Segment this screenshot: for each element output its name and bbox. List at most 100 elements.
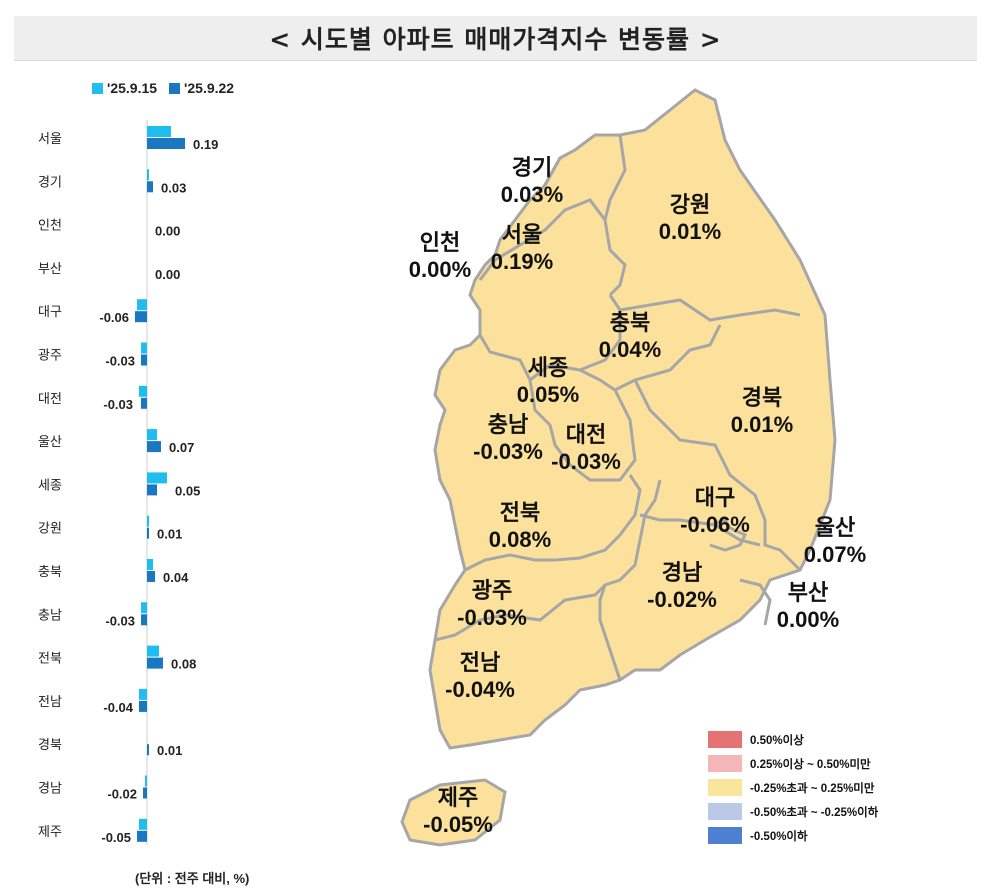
region-name: 충남 bbox=[488, 412, 528, 437]
category-label: 인천 bbox=[38, 218, 62, 233]
bar-series-2 bbox=[135, 311, 147, 323]
legend-swatch-series-2 bbox=[169, 82, 181, 94]
category-label: 충남 bbox=[38, 607, 62, 622]
bar-series-1 bbox=[147, 559, 153, 570]
region-value: 0.01% bbox=[731, 412, 793, 437]
province-borders bbox=[434, 134, 802, 681]
region-value: -0.03% bbox=[473, 439, 543, 464]
legend-label-series-1: '25.9.15 bbox=[107, 80, 158, 96]
category-label: 서울 bbox=[38, 131, 62, 146]
region-name: 광주 bbox=[472, 578, 512, 603]
map-labels: 경기0.03% 강원0.01%인천0.00%서울0.19%충북0.04%세종0.0… bbox=[409, 155, 866, 837]
bar-series-2 bbox=[141, 354, 147, 366]
unit-note: (단위 : 전주 대비, %) bbox=[135, 871, 250, 886]
bar-series-1 bbox=[139, 818, 147, 830]
category-label: 부산 bbox=[38, 261, 62, 276]
region-name: 전북 bbox=[500, 500, 540, 525]
region-value: -0.03% bbox=[457, 605, 527, 630]
legend-label-series-2: '25.9.22 bbox=[184, 80, 235, 96]
bar-series-2 bbox=[137, 830, 147, 842]
map-legend-swatch bbox=[708, 779, 742, 796]
data-label: -0.03 bbox=[105, 354, 135, 369]
bar-chart: 서울 0.19 경기 0.03 인천 0.00 부산 0.00 대구 -0.06 광주 -0.03 대전… bbox=[38, 120, 218, 845]
map-legend-item: -0.50%초과 ~ -0.25%이하 bbox=[708, 802, 878, 821]
region-name: 충북 bbox=[610, 310, 650, 335]
category-label: 세종 bbox=[38, 477, 62, 492]
region-name: 인천 bbox=[420, 230, 460, 255]
region-value: -0.05% bbox=[423, 812, 493, 837]
region-value: 0.05% bbox=[517, 382, 579, 407]
bar-series-1 bbox=[147, 126, 171, 137]
legend-item-series-2: '25.9.22 bbox=[169, 80, 234, 96]
region-name: 강원 bbox=[670, 192, 710, 217]
category-label: 대구 bbox=[38, 304, 62, 319]
bar-series-1 bbox=[147, 169, 149, 181]
region-value: 0.08% bbox=[489, 527, 551, 552]
bar-series-2 bbox=[147, 744, 149, 756]
korea-map: 경기0.03% 강원0.01%인천0.00%서울0.19%충북0.04%세종0.0… bbox=[400, 88, 866, 847]
data-label: 0.01 bbox=[157, 527, 182, 542]
category-label: 충북 bbox=[38, 564, 62, 579]
category-label: 경남 bbox=[38, 781, 62, 796]
map-legend-label: -0.50%초과 ~ -0.25%이하 bbox=[750, 806, 879, 819]
data-label: 0.19 bbox=[193, 137, 218, 152]
region-value: 0.07% bbox=[804, 542, 866, 567]
map-legend-swatch bbox=[708, 803, 742, 820]
region-name: 전남 bbox=[460, 650, 500, 675]
category-label: 울산 bbox=[38, 434, 62, 449]
data-label: 0.05 bbox=[175, 483, 200, 498]
region-value: 0.03% bbox=[501, 182, 563, 207]
map-shapes bbox=[400, 88, 837, 847]
map-legend-item: 0.50%이상 bbox=[708, 730, 878, 749]
data-label: -0.05 bbox=[101, 830, 131, 845]
map-legend-swatch bbox=[708, 755, 742, 772]
region-name: 세종 bbox=[528, 355, 568, 380]
map-legend-item: -0.50%이하 bbox=[708, 826, 878, 845]
bar-series-2 bbox=[139, 700, 147, 712]
region-value: -0.02% bbox=[647, 587, 717, 612]
bar-series-2 bbox=[147, 527, 149, 539]
category-label: 전남 bbox=[38, 694, 62, 709]
data-label: 0.01 bbox=[157, 743, 182, 758]
bar-series-1 bbox=[141, 602, 147, 614]
region-name: 제주 bbox=[438, 785, 478, 810]
category-label: 광주 bbox=[38, 348, 62, 363]
data-label: 0.04 bbox=[163, 570, 189, 585]
map-legend-swatch bbox=[708, 731, 742, 748]
bar-series-2 bbox=[141, 614, 147, 626]
bar-series-1 bbox=[139, 688, 147, 700]
data-label: 0.00 bbox=[155, 224, 180, 239]
map-legend-label: -0.25%초과 ~ 0.25%미만 bbox=[750, 782, 875, 795]
data-label: -0.06 bbox=[99, 310, 129, 325]
region-name: 대구 bbox=[695, 485, 735, 510]
region-name: 경기 bbox=[512, 155, 552, 180]
data-label: -0.04 bbox=[103, 700, 133, 715]
series-legend: '25.9.15 '25.9.22 bbox=[92, 80, 234, 96]
data-label: 0.07 bbox=[169, 440, 194, 455]
bar-series-1 bbox=[139, 385, 147, 397]
chart-title: < 시도별 아파트 매매가격지수 변동률 > bbox=[269, 25, 722, 54]
category-label: 강원 bbox=[38, 521, 62, 536]
category-label: 경북 bbox=[38, 737, 62, 752]
map-legend-item: -0.25%초과 ~ 0.25%미만 bbox=[708, 778, 878, 797]
data-label: -0.02 bbox=[107, 787, 137, 802]
bar-series-2 bbox=[147, 138, 185, 149]
legend-item-series-1: '25.9.15 bbox=[92, 80, 157, 96]
bar-series-2 bbox=[147, 657, 163, 669]
region-name: 울산 bbox=[815, 515, 855, 540]
region-name: 경남 bbox=[662, 560, 702, 585]
region-value: -0.04% bbox=[445, 677, 515, 702]
region-name: 부산 bbox=[788, 580, 828, 605]
map-legend-label: -0.50%이하 bbox=[750, 830, 808, 843]
region-value: -0.03% bbox=[551, 449, 621, 474]
region-value: 0.00% bbox=[409, 257, 471, 282]
bar-series-2 bbox=[147, 441, 161, 453]
region-value: -0.06% bbox=[680, 512, 750, 537]
bar-series-2 bbox=[147, 484, 157, 496]
region-value: 0.19% bbox=[491, 249, 553, 274]
legend-swatch-series-1 bbox=[92, 82, 103, 94]
bar-series-1 bbox=[147, 515, 149, 527]
bar-series-1 bbox=[137, 299, 147, 311]
title-bar: < 시도별 아파트 매매가격지수 변동률 > bbox=[14, 16, 977, 61]
region-name: 대전 bbox=[566, 422, 606, 447]
